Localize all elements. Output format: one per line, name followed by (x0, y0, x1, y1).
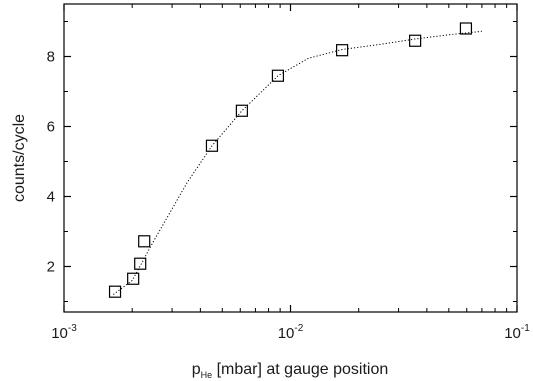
data-point (205, 139, 219, 152)
y-tick-label: 4 (47, 189, 55, 206)
x-axis-label-subscript: He (201, 370, 213, 380)
data-point (409, 34, 422, 47)
data-point (459, 22, 473, 35)
data-points (108, 22, 473, 298)
x-tick-label-exponent: -3 (68, 323, 77, 334)
x-tick-label-exponent: -2 (294, 323, 303, 334)
x-axis-label: pHe [mbar] at gauge position (192, 361, 389, 380)
x-axis: 10-3 10-2 10-1 (51, 4, 530, 342)
y-tick-label: 8 (47, 49, 55, 66)
y-axis-label: counts/cycle (11, 114, 28, 202)
data-point (336, 44, 349, 57)
x-axis-label-rest: [mbar] at gauge position (212, 361, 388, 378)
x-tick-label-base: 10 (504, 325, 521, 342)
data-point (134, 257, 147, 270)
y-axis: 2 4 6 8 (47, 21, 517, 302)
data-point (271, 69, 285, 82)
data-point (235, 104, 248, 117)
plot-frame (63, 3, 518, 313)
x-tick-label-exponent: -1 (521, 323, 530, 334)
x-tick-label: 10-3 (51, 323, 77, 342)
data-point (108, 285, 122, 298)
x-tick-label: 10-1 (504, 323, 530, 342)
data-point (127, 272, 140, 285)
y-tick-label: 6 (47, 119, 55, 136)
data-point (138, 235, 151, 248)
fit-curve (113, 30, 482, 295)
x-axis-label-base: p (192, 361, 201, 378)
x-tick-label: 10-2 (278, 323, 304, 342)
x-tick-label-base: 10 (51, 325, 68, 342)
x-tick-label-base: 10 (278, 325, 295, 342)
y-tick-label: 2 (47, 259, 55, 276)
